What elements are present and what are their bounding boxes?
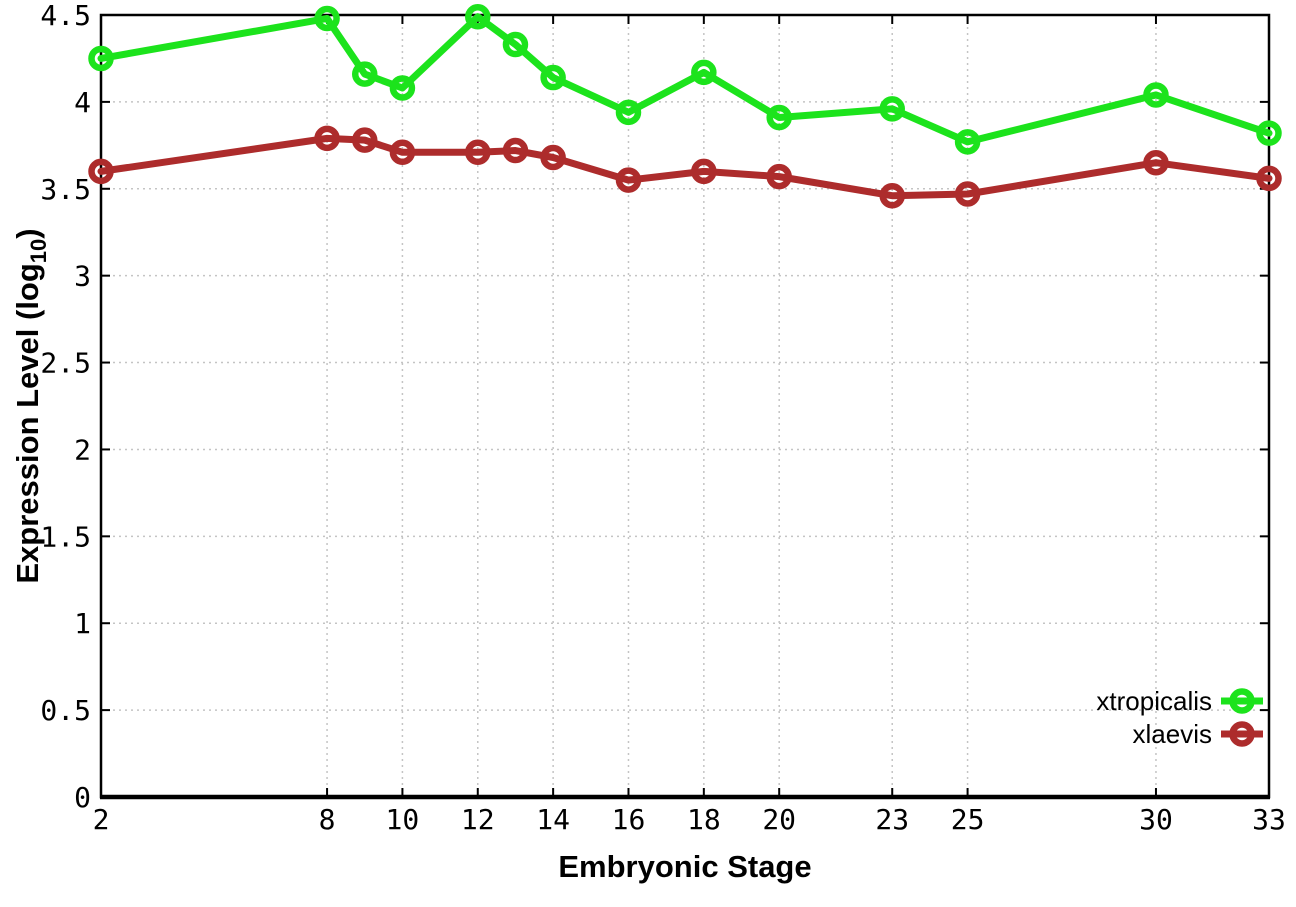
data-point-marker-xtropicalis — [879, 96, 905, 122]
y-axis-title: Expression Level (log10) — [10, 228, 51, 583]
series-line-xlaevis — [97, 134, 1273, 200]
data-point-marker-xlaevis — [691, 158, 717, 185]
x-tick-label: 25 — [951, 803, 985, 836]
x-tick-label: 10 — [386, 803, 420, 836]
legend-label-xlaevis: xlaevis — [1133, 719, 1212, 749]
x-tick-label: 12 — [461, 803, 495, 836]
y-tick-label: 2.5 — [40, 347, 91, 380]
data-point-marker-xtropicalis — [615, 99, 642, 126]
x-tick-label: 16 — [612, 803, 646, 836]
series-line-xtropicalis — [97, 13, 1273, 146]
grid-layer — [101, 15, 1269, 797]
x-tick-label: 18 — [687, 803, 721, 836]
y-axis-title-subscript: 10 — [26, 239, 51, 263]
data-point-marker-xlaevis — [1143, 149, 1169, 176]
data-point-marker-xtropicalis — [1256, 120, 1282, 146]
x-tick-label: 8 — [319, 803, 336, 836]
y-tick-label: 1 — [74, 607, 91, 640]
data-point-marker-xlaevis — [351, 127, 378, 153]
tick-label-layer: 2 8 10 12 14 16 18 20 23 25 30 33 0 0.5 1 1.5 2 2.5 3 3.5 4 4… — [40, 0, 1285, 836]
data-point-marker-xlaevis — [88, 158, 114, 185]
x-tick-label: 14 — [536, 803, 570, 836]
x-tick-label: 2 — [93, 803, 110, 836]
data-point-marker-xtropicalis — [314, 5, 340, 32]
data-point-marker-xlaevis — [502, 137, 529, 164]
x-tick-label: 20 — [762, 803, 796, 836]
data-point-marker-xlaevis — [389, 139, 416, 166]
data-point-marker-xlaevis — [766, 163, 792, 190]
data-point-marker-xtropicalis — [465, 3, 491, 30]
legend-sample-marker-xtropicalis — [1229, 688, 1255, 714]
data-point-marker-xlaevis — [1256, 165, 1282, 192]
y-axis-title-main: Expression Level (log — [10, 263, 45, 583]
data-point-marker-xtropicalis — [1143, 82, 1169, 108]
data-point-marker-xtropicalis — [389, 75, 416, 101]
y-tick-label: 0.5 — [40, 694, 91, 727]
data-point-marker-xtropicalis — [502, 31, 529, 58]
x-tick-label: 33 — [1252, 803, 1286, 836]
series-layer — [88, 3, 1282, 209]
data-point-marker-xlaevis — [954, 181, 981, 207]
y-tick-label: 3.5 — [40, 173, 91, 206]
y-tick-label: 3 — [74, 260, 91, 293]
y-tick-label: 2 — [74, 433, 91, 466]
plot-border-layer — [99, 13, 1271, 800]
data-point-marker-xtropicalis — [540, 64, 566, 91]
legend-sample-marker-xlaevis — [1229, 721, 1255, 747]
plot-border — [99, 13, 1271, 799]
x-axis-title: Embryonic Stage — [558, 849, 811, 884]
data-point-marker-xtropicalis — [351, 61, 378, 87]
data-point-marker-xlaevis — [540, 144, 566, 171]
data-point-marker-xlaevis — [314, 125, 340, 152]
y-tick-label: 4.5 — [40, 0, 91, 32]
data-point-marker-xtropicalis — [691, 59, 717, 86]
x-tick-label: 23 — [875, 803, 909, 836]
x-tick-label: 30 — [1139, 803, 1173, 836]
data-point-marker-xlaevis — [465, 139, 491, 166]
data-point-marker-xlaevis — [879, 182, 905, 209]
data-point-marker-xtropicalis — [954, 129, 981, 155]
y-tick-label: 1.5 — [40, 520, 91, 553]
legend-label-xtropicalis: xtropicalis — [1096, 686, 1212, 716]
data-point-marker-xtropicalis — [766, 104, 792, 131]
y-tick-label: 0 — [74, 781, 91, 814]
y-axis-title-close: ) — [10, 228, 45, 238]
data-point-marker-xtropicalis — [88, 45, 114, 72]
y-tick-label: 4 — [74, 86, 91, 119]
data-point-marker-xlaevis — [615, 167, 642, 193]
